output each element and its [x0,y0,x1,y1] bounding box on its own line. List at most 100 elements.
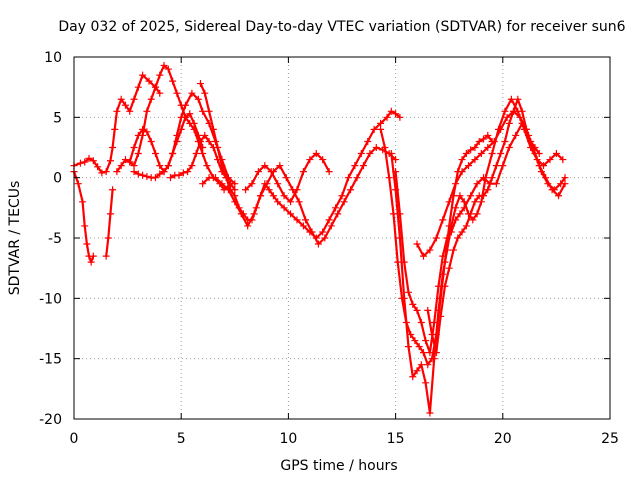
series-arc-1 [70,168,97,266]
series-line [115,64,232,191]
data-point-plus [102,252,110,260]
data-point-plus [434,282,442,290]
data-point-plus [430,318,438,326]
data-point-plus [400,258,408,266]
data-point-plus [173,137,181,145]
data-point-plus [287,210,295,218]
series-arc-9 [199,144,400,248]
data-point-plus [143,172,151,180]
data-point-plus [89,157,97,165]
data-point-plus [437,312,445,320]
series-arc-2 [70,71,164,177]
data-point-plus [248,180,256,188]
data-point-plus [426,349,434,357]
data-point-plus [151,174,159,182]
data-point-plus [497,150,505,158]
data-point-plus [156,71,164,79]
data-point-plus [257,192,265,200]
data-point-plus [512,131,520,139]
series-line [415,110,567,258]
data-point-plus [79,198,87,206]
data-point-plus [467,210,475,218]
data-point-plus [552,150,560,158]
data-point-plus [458,156,466,164]
data-point-plus [314,240,322,248]
data-point-plus [426,409,434,417]
data-point-plus [179,169,187,177]
data-point-plus [109,144,117,151]
data-point-plus [212,174,220,182]
data-point-plus [503,113,511,121]
data-point-plus [327,222,335,230]
data-point-plus [321,234,329,242]
data-point-plus [413,240,421,248]
y-tick-label: -10 [39,291,62,307]
data-point-plus [473,180,481,188]
data-point-plus [151,150,159,158]
data-point-plus [480,192,488,200]
data-point-plus [546,156,554,164]
data-point-plus [477,150,485,158]
data-point-plus [199,150,207,158]
data-point-plus [173,89,181,97]
data-point-plus [443,234,451,242]
data-point-plus [522,125,530,133]
data-point-plus [452,216,460,224]
data-point-plus [561,180,569,188]
data-point-plus [351,162,359,170]
data-point-plus [254,168,262,176]
data-point-plus [404,343,412,351]
data-point-plus [199,144,207,151]
data-point-plus [424,306,432,314]
data-point-plus [510,107,518,115]
data-point-plus [147,137,155,145]
data-point-plus [164,162,172,170]
data-point-plus [94,163,102,171]
data-point-plus [516,113,524,121]
data-point-plus [488,174,496,182]
y-tick-label: 10 [44,50,62,66]
data-point-plus [308,228,316,236]
data-point-plus [338,192,346,200]
data-point-plus [113,107,121,115]
data-point-plus [121,101,129,109]
data-point-plus [156,170,164,178]
data-point-plus [106,157,114,165]
data-point-plus [312,150,320,158]
data-point-plus [471,198,479,206]
data-point-plus [473,210,481,218]
data-point-plus [430,355,438,363]
data-point-plus [143,107,151,115]
series-arc-15 [424,95,543,357]
data-point-plus [381,144,389,151]
y-tick-label: -20 [39,412,62,428]
data-point-plus [139,71,147,79]
data-point-plus [439,252,447,260]
data-point-plus [447,228,455,236]
data-point-plus [143,128,151,136]
data-point-plus [74,180,82,188]
data-point-plus [404,288,412,296]
data-point-plus [280,192,288,200]
data-point-plus [139,171,147,179]
data-point-plus [151,83,159,91]
data-point-plus [492,162,500,170]
series-line [394,122,567,354]
data-point-plus [302,216,310,224]
data-point-plus [400,294,408,302]
data-point-plus [209,125,217,133]
data-point-plus [377,119,385,127]
data-point-plus [274,180,282,188]
data-point-plus [201,131,209,139]
y-tick-label: 5 [53,110,62,126]
data-point-plus [505,144,513,151]
data-point-plus [471,144,479,151]
data-point-plus [130,168,138,176]
data-point-plus [130,162,138,170]
data-point-plus [117,162,125,170]
x-tick-label: 25 [601,431,619,447]
grid [74,57,610,419]
data-point-plus [196,80,204,88]
data-point-plus [484,131,492,139]
data-point-plus [370,125,378,133]
